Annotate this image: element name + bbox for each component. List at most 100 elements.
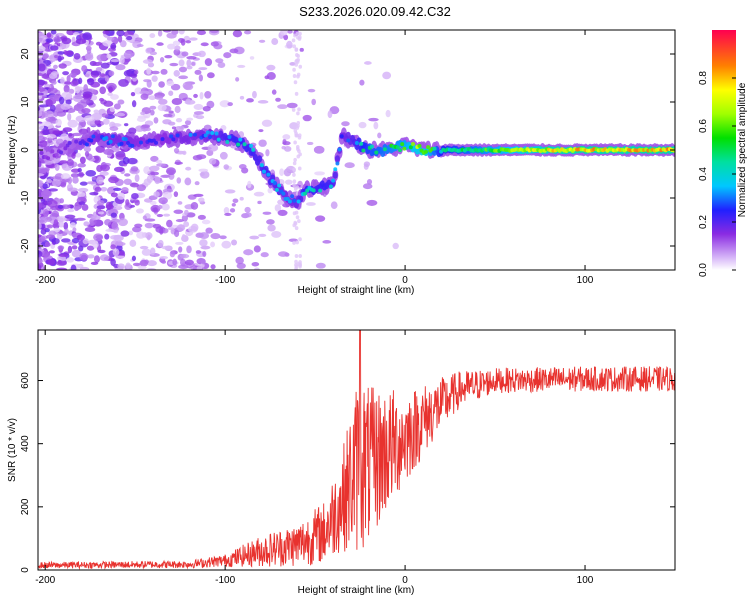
- heatmap-cell: [67, 245, 73, 254]
- heatmap-cell: [135, 208, 144, 214]
- snr-xtick-label: 0: [402, 575, 408, 586]
- heatmap-cell: [330, 201, 338, 210]
- heatmap-cell: [77, 167, 82, 173]
- heatmap-cell: [298, 237, 302, 242]
- heatmap-cell: [158, 81, 165, 88]
- heatmap-cell: [258, 129, 264, 133]
- heatmap-cell: [185, 166, 192, 171]
- heatmap-cell: [363, 161, 371, 167]
- heatmap-cell: [244, 206, 251, 213]
- heatmap-cell: [125, 262, 131, 269]
- heatmap-cell: [76, 192, 86, 198]
- heatmap-cell: [48, 94, 60, 100]
- heatmap-cell: [374, 150, 379, 155]
- heatmap-cell: [42, 129, 51, 135]
- heatmap-cell: [48, 250, 55, 254]
- heatmap-cell: [67, 176, 73, 185]
- heatmap-cell: [72, 227, 77, 232]
- heatmap-cell: [79, 266, 90, 270]
- heatmap-cell: [159, 57, 165, 63]
- heatmap-cell: [249, 143, 254, 148]
- heatmap-cell: [154, 140, 159, 145]
- heatmap-cell: [104, 75, 110, 83]
- heatmap-cell: [201, 219, 211, 225]
- heatmap-cell: [168, 90, 174, 96]
- heatmap-cell: [337, 147, 342, 152]
- heatmap-cell: [117, 34, 123, 43]
- heatmap-cell: [39, 140, 48, 148]
- heatmap-cell: [219, 235, 227, 240]
- heatmap-cell: [38, 109, 43, 117]
- heatmap-cell: [129, 239, 137, 248]
- heatmap-cell: [119, 141, 124, 146]
- heatmap-cell: [205, 227, 213, 234]
- heatmap-cell: [377, 132, 382, 139]
- heatmap-cell: [99, 97, 105, 102]
- heatmap-cell: [239, 196, 244, 201]
- heatmap-cell: [136, 43, 144, 48]
- heatmap-cell: [354, 140, 359, 145]
- heatmap-cell: [306, 141, 314, 146]
- heatmap-cell: [280, 30, 288, 36]
- heatmap-cell: [103, 148, 114, 156]
- heatmap-cell: [58, 96, 65, 105]
- heatmap-cell: [177, 201, 183, 205]
- heatmap-cell: [257, 155, 263, 163]
- heatmap-cell: [392, 242, 399, 250]
- heatmap-cell: [266, 172, 271, 177]
- heatmap-cell: [111, 221, 119, 230]
- heatmap-cell: [115, 153, 127, 160]
- heatmap-cell: [293, 80, 298, 85]
- heatmap-cell: [154, 95, 164, 100]
- heatmap-cell: [38, 132, 44, 140]
- heatmap-cell: [165, 167, 177, 176]
- heatmap-cell: [66, 159, 74, 167]
- heatmap-cell: [116, 30, 125, 37]
- spectrogram-ytick-label: -20: [20, 238, 31, 253]
- heatmap-cell: [83, 84, 89, 92]
- heatmap-cell: [69, 72, 77, 78]
- heatmap-cell: [174, 229, 180, 238]
- heatmap-cell: [73, 31, 80, 36]
- heatmap-cell: [174, 45, 181, 51]
- heatmap-cell: [162, 191, 173, 200]
- heatmap-cell: [200, 259, 206, 265]
- heatmap-cell: [46, 134, 57, 139]
- heatmap-cell: [335, 161, 340, 166]
- heatmap-cell: [113, 166, 125, 173]
- heatmap-cell: [180, 258, 186, 267]
- heatmap-cell: [124, 173, 131, 177]
- heatmap-cell: [141, 124, 151, 128]
- colorbar-ticks: 0.0 0.2 0.4 0.6 0.8: [698, 71, 736, 277]
- heatmap-cell: [95, 67, 103, 72]
- heatmap-cell: [45, 98, 57, 105]
- heatmap-cell: [56, 110, 67, 117]
- heatmap-cell: [173, 48, 181, 56]
- heatmap-cell: [258, 233, 267, 237]
- heatmap-cell: [67, 140, 72, 145]
- heatmap-cell: [136, 231, 146, 239]
- heatmap-cell: [102, 40, 114, 47]
- heatmap-cell: [203, 133, 208, 138]
- heatmap-cell: [134, 69, 139, 75]
- heatmap-cell: [123, 137, 128, 142]
- heatmap-cell: [296, 74, 300, 79]
- heatmap-cell: [262, 211, 272, 215]
- heatmap-cell: [193, 111, 204, 115]
- heatmap-cell: [297, 219, 301, 224]
- heatmap-cell: [332, 171, 338, 179]
- colorbar-label: Normalized spectral amplitude: [737, 82, 748, 217]
- heatmap-cell: [38, 63, 46, 72]
- heatmap-cell: [400, 142, 405, 147]
- heatmap-cell: [194, 69, 202, 75]
- heatmap-cell: [238, 164, 247, 170]
- heatmap-cell: [155, 159, 163, 164]
- heatmap-cell: [57, 51, 65, 55]
- heatmap-cell: [40, 190, 52, 198]
- heatmap-cell: [293, 221, 298, 226]
- heatmap-cell: [283, 34, 289, 41]
- heatmap-cell: [80, 98, 90, 104]
- heatmap-cell: [284, 179, 293, 185]
- heatmap-cell: [138, 140, 143, 145]
